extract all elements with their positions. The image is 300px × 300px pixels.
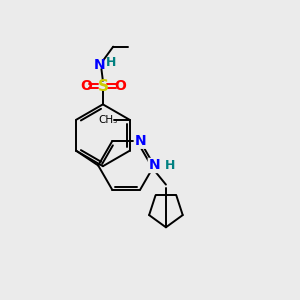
Text: H: H [165, 159, 175, 172]
Text: N: N [134, 134, 146, 148]
Text: N: N [94, 58, 106, 72]
Text: O: O [80, 79, 92, 93]
Text: O: O [114, 79, 126, 93]
Text: S: S [98, 79, 108, 94]
Text: N: N [148, 158, 160, 172]
Text: H: H [106, 56, 116, 69]
Text: CH₃: CH₃ [98, 115, 117, 125]
